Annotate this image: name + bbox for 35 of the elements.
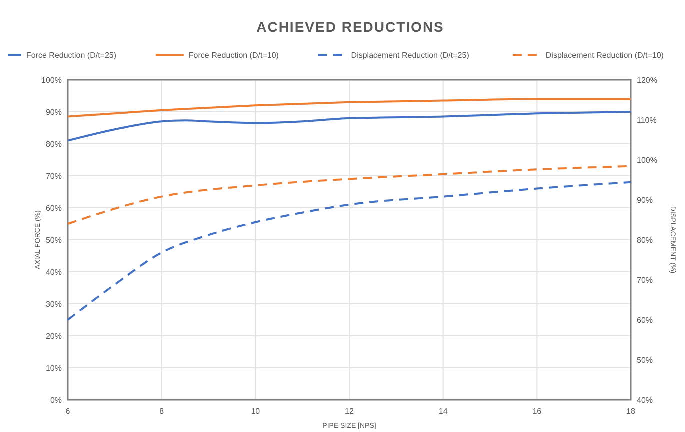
line-series: [67, 98, 632, 118]
y-tick-label: 30%: [46, 300, 62, 309]
legend-label: Displacement Reduction (D/t=10): [546, 50, 664, 60]
y-tick-label: 10%: [46, 364, 62, 373]
y2-tick-label: 70%: [637, 276, 654, 285]
y-tick-label: 0%: [50, 396, 62, 405]
legend-label: Force Reduction (D/t=25): [26, 50, 117, 60]
legend-label: Displacement Reduction (D/t=25): [351, 50, 470, 60]
legend-label: Force Reduction (D/t=10): [188, 50, 280, 60]
y2-tick-label: 120%: [637, 76, 658, 85]
y-tick-label: 40%: [46, 268, 62, 277]
y2-tick-label: 80%: [637, 236, 654, 245]
x-tick-label: 12: [345, 407, 354, 416]
y2-tick-label: 60%: [637, 316, 654, 325]
chart-title: ACHIEVED REDUCTIONS: [256, 19, 444, 35]
x-tick-label: 8: [160, 407, 165, 416]
y-tick-label: 60%: [46, 204, 62, 213]
y-tick-label: 100%: [42, 76, 62, 85]
y2-tick-label: 90%: [637, 196, 654, 205]
y-tick-label: 20%: [46, 332, 62, 341]
y-tick-label: 90%: [46, 108, 62, 117]
x-tick-label: 10: [251, 407, 261, 416]
x-tick-label: 16: [532, 407, 542, 416]
y-tick-label: 70%: [46, 172, 62, 181]
x-tick-label: 14: [438, 407, 448, 416]
line-series: [67, 181, 632, 321]
y2-tick-label: 40%: [637, 396, 654, 405]
y2-tick-label: 110%: [637, 116, 657, 125]
y2-tick-label: 100%: [637, 156, 658, 165]
line-series: [67, 111, 632, 142]
y2-tick-label: 50%: [637, 356, 654, 365]
y-tick-label: 50%: [46, 236, 62, 245]
x-tick-label: 6: [66, 407, 71, 416]
y-tick-label: 80%: [46, 140, 62, 149]
x-tick-label: 18: [626, 407, 636, 416]
